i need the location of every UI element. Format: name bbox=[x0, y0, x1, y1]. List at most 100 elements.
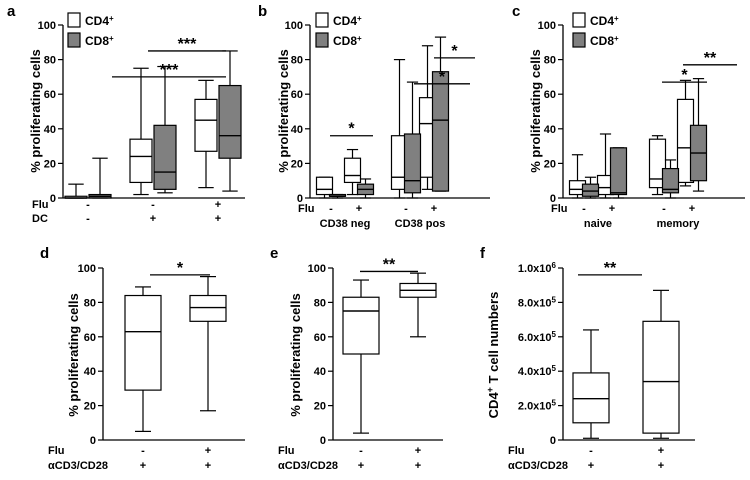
y-tick-label: 0 bbox=[50, 193, 56, 205]
box-cd8 bbox=[153, 65, 177, 194]
y-tick-label-base: 2.0x10 bbox=[518, 401, 552, 413]
condition-value: + bbox=[150, 213, 156, 225]
condition-value: + bbox=[205, 460, 211, 472]
box-iqr bbox=[129, 138, 153, 184]
y-axis-label: % proliferating cells bbox=[66, 293, 81, 417]
y-tick-label: 60 bbox=[544, 89, 556, 101]
legend-swatch-cd8 bbox=[572, 32, 586, 48]
legend-label-base: CD8 bbox=[85, 34, 109, 48]
legend-label-base: CD8 bbox=[333, 34, 357, 48]
y-tick-label: 80 bbox=[291, 55, 303, 67]
y-tick-label-base: 8.0x10 bbox=[518, 297, 552, 309]
condition-label: Flu bbox=[48, 445, 65, 457]
y-tick-label: 80 bbox=[44, 55, 56, 67]
box-cd4 bbox=[343, 148, 362, 196]
panel-letter: d bbox=[40, 245, 49, 262]
panel-letter: e bbox=[270, 245, 278, 262]
box-cd8 bbox=[403, 81, 422, 199]
legend-label-sup: + bbox=[109, 14, 114, 23]
group-label: memory bbox=[657, 218, 701, 230]
condition-value: + bbox=[205, 445, 211, 457]
y-axis-label: % proliferating cells bbox=[276, 49, 291, 173]
y-tick-label: 0 bbox=[297, 193, 303, 205]
significance-label: * bbox=[348, 121, 355, 138]
box-iqr bbox=[315, 176, 334, 196]
group-label: CD38 pos bbox=[395, 218, 446, 230]
legend-label-base: CD4 bbox=[333, 14, 357, 28]
y-tick-label: 40 bbox=[314, 366, 326, 378]
legend-label-sup: + bbox=[109, 34, 114, 43]
box-iqr bbox=[342, 296, 380, 355]
condition-value: + bbox=[358, 460, 364, 472]
panel-a: a % proliferating cells 0 20 40 60 80 100 Flu - - +… bbox=[7, 3, 245, 225]
legend-swatch-cd4 bbox=[572, 12, 586, 28]
condition-value: + bbox=[588, 460, 594, 472]
condition-value: + bbox=[215, 213, 221, 225]
y-tick-label: 20 bbox=[44, 158, 56, 170]
significance-label: ** bbox=[604, 260, 617, 277]
y-axis-label: % proliferating cells bbox=[28, 49, 43, 173]
y-tick-label-exponent: 5 bbox=[552, 295, 557, 304]
y-tick-label-base: 4.0x10 bbox=[518, 366, 552, 378]
box-iqr bbox=[648, 138, 667, 189]
legend-label: CD4+ bbox=[85, 14, 114, 29]
y-axis-label-part: + bbox=[485, 387, 495, 392]
legend-swatch-cd8 bbox=[67, 32, 81, 48]
condition-label: αCD3/CD28 bbox=[278, 460, 338, 472]
box-cd4 bbox=[189, 276, 227, 412]
panel-letter: b bbox=[258, 3, 267, 20]
box-cd8 bbox=[356, 178, 375, 199]
box-cd4 bbox=[194, 79, 218, 189]
condition-value: + bbox=[658, 460, 664, 472]
box-cd8 bbox=[88, 157, 112, 199]
significance-label: * bbox=[177, 260, 184, 277]
legend-label-sup: + bbox=[357, 14, 362, 23]
y-axis-label: % proliferating cells bbox=[528, 49, 543, 173]
y-tick-label: 100 bbox=[78, 263, 96, 275]
condition-value: + bbox=[415, 460, 421, 472]
legend-label-sup: + bbox=[614, 34, 619, 43]
box-cd8 bbox=[581, 176, 600, 199]
box-cd4 bbox=[642, 289, 680, 439]
box-cd4 bbox=[64, 183, 88, 199]
condition-value: + bbox=[658, 445, 664, 457]
legend-label: CD8+ bbox=[85, 34, 114, 49]
box-iqr bbox=[153, 124, 177, 190]
condition-value: - bbox=[662, 203, 666, 215]
panel-letter: f bbox=[480, 245, 486, 262]
y-tick-label: 1.0x106 bbox=[518, 261, 557, 276]
significance-label: * bbox=[681, 67, 688, 84]
condition-value: - bbox=[404, 203, 408, 215]
box-iqr bbox=[581, 183, 600, 197]
significance-label: * bbox=[451, 43, 458, 60]
y-tick-label: 60 bbox=[291, 89, 303, 101]
condition-label: αCD3/CD28 bbox=[48, 460, 108, 472]
box-iqr bbox=[124, 294, 162, 391]
y-tick-label: 80 bbox=[84, 297, 96, 309]
box-iqr bbox=[642, 320, 680, 434]
y-tick-label: 6.0x105 bbox=[518, 329, 557, 344]
box-cd8 bbox=[328, 193, 347, 199]
group-label: naive bbox=[584, 218, 612, 230]
condition-label: Flu bbox=[298, 203, 315, 215]
y-tick-label: 4.0x105 bbox=[518, 364, 557, 379]
y-tick-label: 0 bbox=[550, 435, 556, 447]
significance-label: ** bbox=[383, 256, 396, 273]
legend-label: CD8+ bbox=[590, 34, 619, 49]
box-iqr bbox=[194, 98, 218, 152]
y-tick-label: 40 bbox=[84, 366, 96, 378]
box-cd4 bbox=[315, 176, 334, 199]
panel-c: c % proliferating cells 0 20 40 60 80 100 Flu - + -… bbox=[512, 3, 745, 230]
y-tick-label-exponent: 5 bbox=[552, 398, 557, 407]
box-cd8 bbox=[609, 147, 628, 199]
significance-label: *** bbox=[178, 36, 197, 53]
condition-value: + bbox=[415, 445, 421, 457]
box-cd4 bbox=[129, 67, 153, 196]
y-tick-label-exponent: 6 bbox=[552, 261, 557, 270]
condition-value: - bbox=[86, 213, 90, 225]
condition-value: - bbox=[141, 445, 145, 457]
condition-value: - bbox=[86, 199, 90, 211]
box-iqr bbox=[403, 133, 422, 194]
